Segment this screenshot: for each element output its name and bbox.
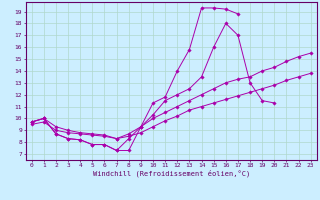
X-axis label: Windchill (Refroidissement éolien,°C): Windchill (Refroidissement éolien,°C) — [92, 170, 250, 177]
